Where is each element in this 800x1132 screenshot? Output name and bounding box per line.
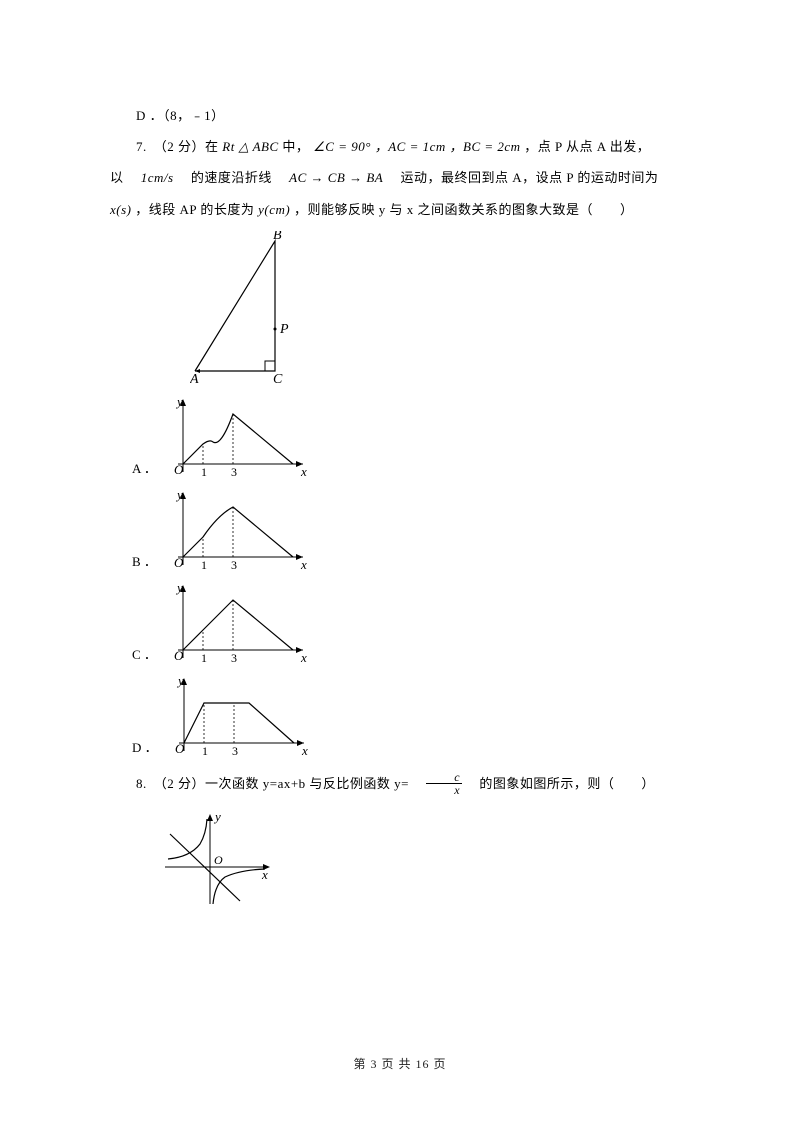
q8-line: 8. （2 分）一次函数 y=ax+b 与反比例函数 y= cx 的图象如图所示… bbox=[110, 768, 690, 799]
q7-ycm: y(cm) bbox=[258, 202, 290, 217]
svg-text:O: O bbox=[214, 853, 223, 867]
svg-text:y: y bbox=[175, 394, 183, 409]
svg-text:x: x bbox=[301, 743, 308, 758]
q7-speed: 1cm/s bbox=[141, 170, 174, 185]
q7-l2b: 的速度沿折线 bbox=[177, 170, 285, 185]
svg-text:1: 1 bbox=[202, 744, 208, 758]
option-c-label: C ． bbox=[132, 648, 157, 665]
q7-option-d: D ． 1 3 O y x bbox=[110, 673, 690, 758]
svg-text:3: 3 bbox=[232, 744, 238, 758]
q7-angle: ∠C = 90° bbox=[313, 139, 371, 154]
q7-xs: x(s) bbox=[110, 202, 132, 217]
svg-text:3: 3 bbox=[231, 651, 237, 665]
footer-page-number: 3 bbox=[370, 1057, 377, 1071]
option-a-label: A ． bbox=[132, 462, 157, 479]
q7-ac: ，AC = 1cm bbox=[375, 139, 446, 154]
svg-text:x: x bbox=[300, 464, 307, 479]
fraction-c-over-x: cx bbox=[426, 771, 462, 796]
q7-triangle-figure: B P A C bbox=[190, 231, 690, 386]
triangle-abc-icon: B P A C bbox=[190, 231, 310, 386]
footer-p2: 页 共 bbox=[381, 1057, 411, 1071]
q7-tail1: ，点 P 从点 A 出发， bbox=[524, 139, 650, 154]
q7-l3c: ，则能够反映 y 与 x 之间函数关系的图象大致是（ ） bbox=[294, 202, 634, 217]
svg-text:O: O bbox=[174, 555, 184, 570]
svg-text:O: O bbox=[174, 462, 184, 477]
q7-line2: 以 1cm/s 的速度沿折线 AC → CB → BA 运动，最终回到点 A，设… bbox=[110, 162, 690, 193]
svg-text:y: y bbox=[213, 809, 221, 824]
q6-option-d: D ．（8，﹣1） bbox=[110, 100, 690, 131]
svg-text:y: y bbox=[175, 580, 183, 595]
footer-p1: 第 bbox=[353, 1057, 366, 1071]
q7-line3: x(s) ，线段 AP 的长度为 y(cm) ，则能够反映 y 与 x 之间函数… bbox=[110, 194, 690, 225]
q7-prefix: 7. （2 分）在 bbox=[136, 139, 219, 154]
q7-option-a: A ． 1 3 O y x bbox=[110, 394, 690, 479]
q8-text2: 的图象如图所示，则（ ） bbox=[466, 776, 655, 791]
q7-l2a: 以 bbox=[110, 170, 137, 185]
graph-d-icon: 1 3 O y x bbox=[164, 673, 314, 758]
option-d-label: D ． bbox=[132, 741, 158, 758]
svg-text:3: 3 bbox=[231, 465, 237, 479]
svg-text:y: y bbox=[175, 487, 183, 502]
q7-option-b: B ． 1 3 O y x bbox=[110, 487, 690, 572]
page-footer: 第 3 页 共 16 页 bbox=[0, 1055, 800, 1072]
svg-text:C: C bbox=[273, 372, 283, 386]
q7-line1: 7. （2 分）在 Rt △ ABC 中， ∠C = 90° ，AC = 1cm… bbox=[110, 131, 690, 162]
q8-text1: 8. （2 分）一次函数 y=ax+b 与反比例函数 y= bbox=[136, 776, 423, 791]
graph-a-icon: 1 3 O y x bbox=[163, 394, 313, 479]
svg-text:3: 3 bbox=[231, 558, 237, 572]
svg-text:A: A bbox=[190, 372, 199, 386]
q6-option-d-text: D ．（8，﹣1） bbox=[136, 108, 225, 123]
svg-text:1: 1 bbox=[201, 465, 207, 479]
option-b-label: B ． bbox=[132, 555, 157, 572]
graph-b-icon: 1 3 O y x bbox=[163, 487, 313, 572]
svg-text:B: B bbox=[273, 231, 282, 243]
svg-text:y: y bbox=[176, 673, 184, 688]
svg-text:1: 1 bbox=[201, 558, 207, 572]
q7-l2c: 运动，最终回到点 A，设点 P 的运动时间为 bbox=[387, 170, 658, 185]
hyperbola-line-icon: O y x bbox=[160, 809, 275, 909]
svg-text:P: P bbox=[279, 322, 289, 337]
svg-text:1: 1 bbox=[201, 651, 207, 665]
q7-bc: ，BC = 2cm bbox=[450, 139, 521, 154]
q8-figure: O y x bbox=[160, 809, 690, 909]
svg-text:x: x bbox=[300, 557, 307, 572]
q7-mid1: 中， bbox=[282, 139, 309, 154]
q7-path: AC → CB → BA bbox=[289, 170, 383, 185]
q7-option-c: C ． 1 3 O y x bbox=[110, 580, 690, 665]
svg-text:O: O bbox=[175, 741, 185, 756]
graph-c-icon: 1 3 O y x bbox=[163, 580, 313, 665]
svg-text:x: x bbox=[300, 650, 307, 665]
q7-l3b: ，线段 AP 的长度为 bbox=[135, 202, 254, 217]
svg-text:O: O bbox=[174, 648, 184, 663]
q7-rt: Rt △ ABC bbox=[222, 139, 278, 154]
footer-p3: 页 bbox=[434, 1057, 447, 1071]
footer-page-total: 16 bbox=[416, 1057, 430, 1071]
